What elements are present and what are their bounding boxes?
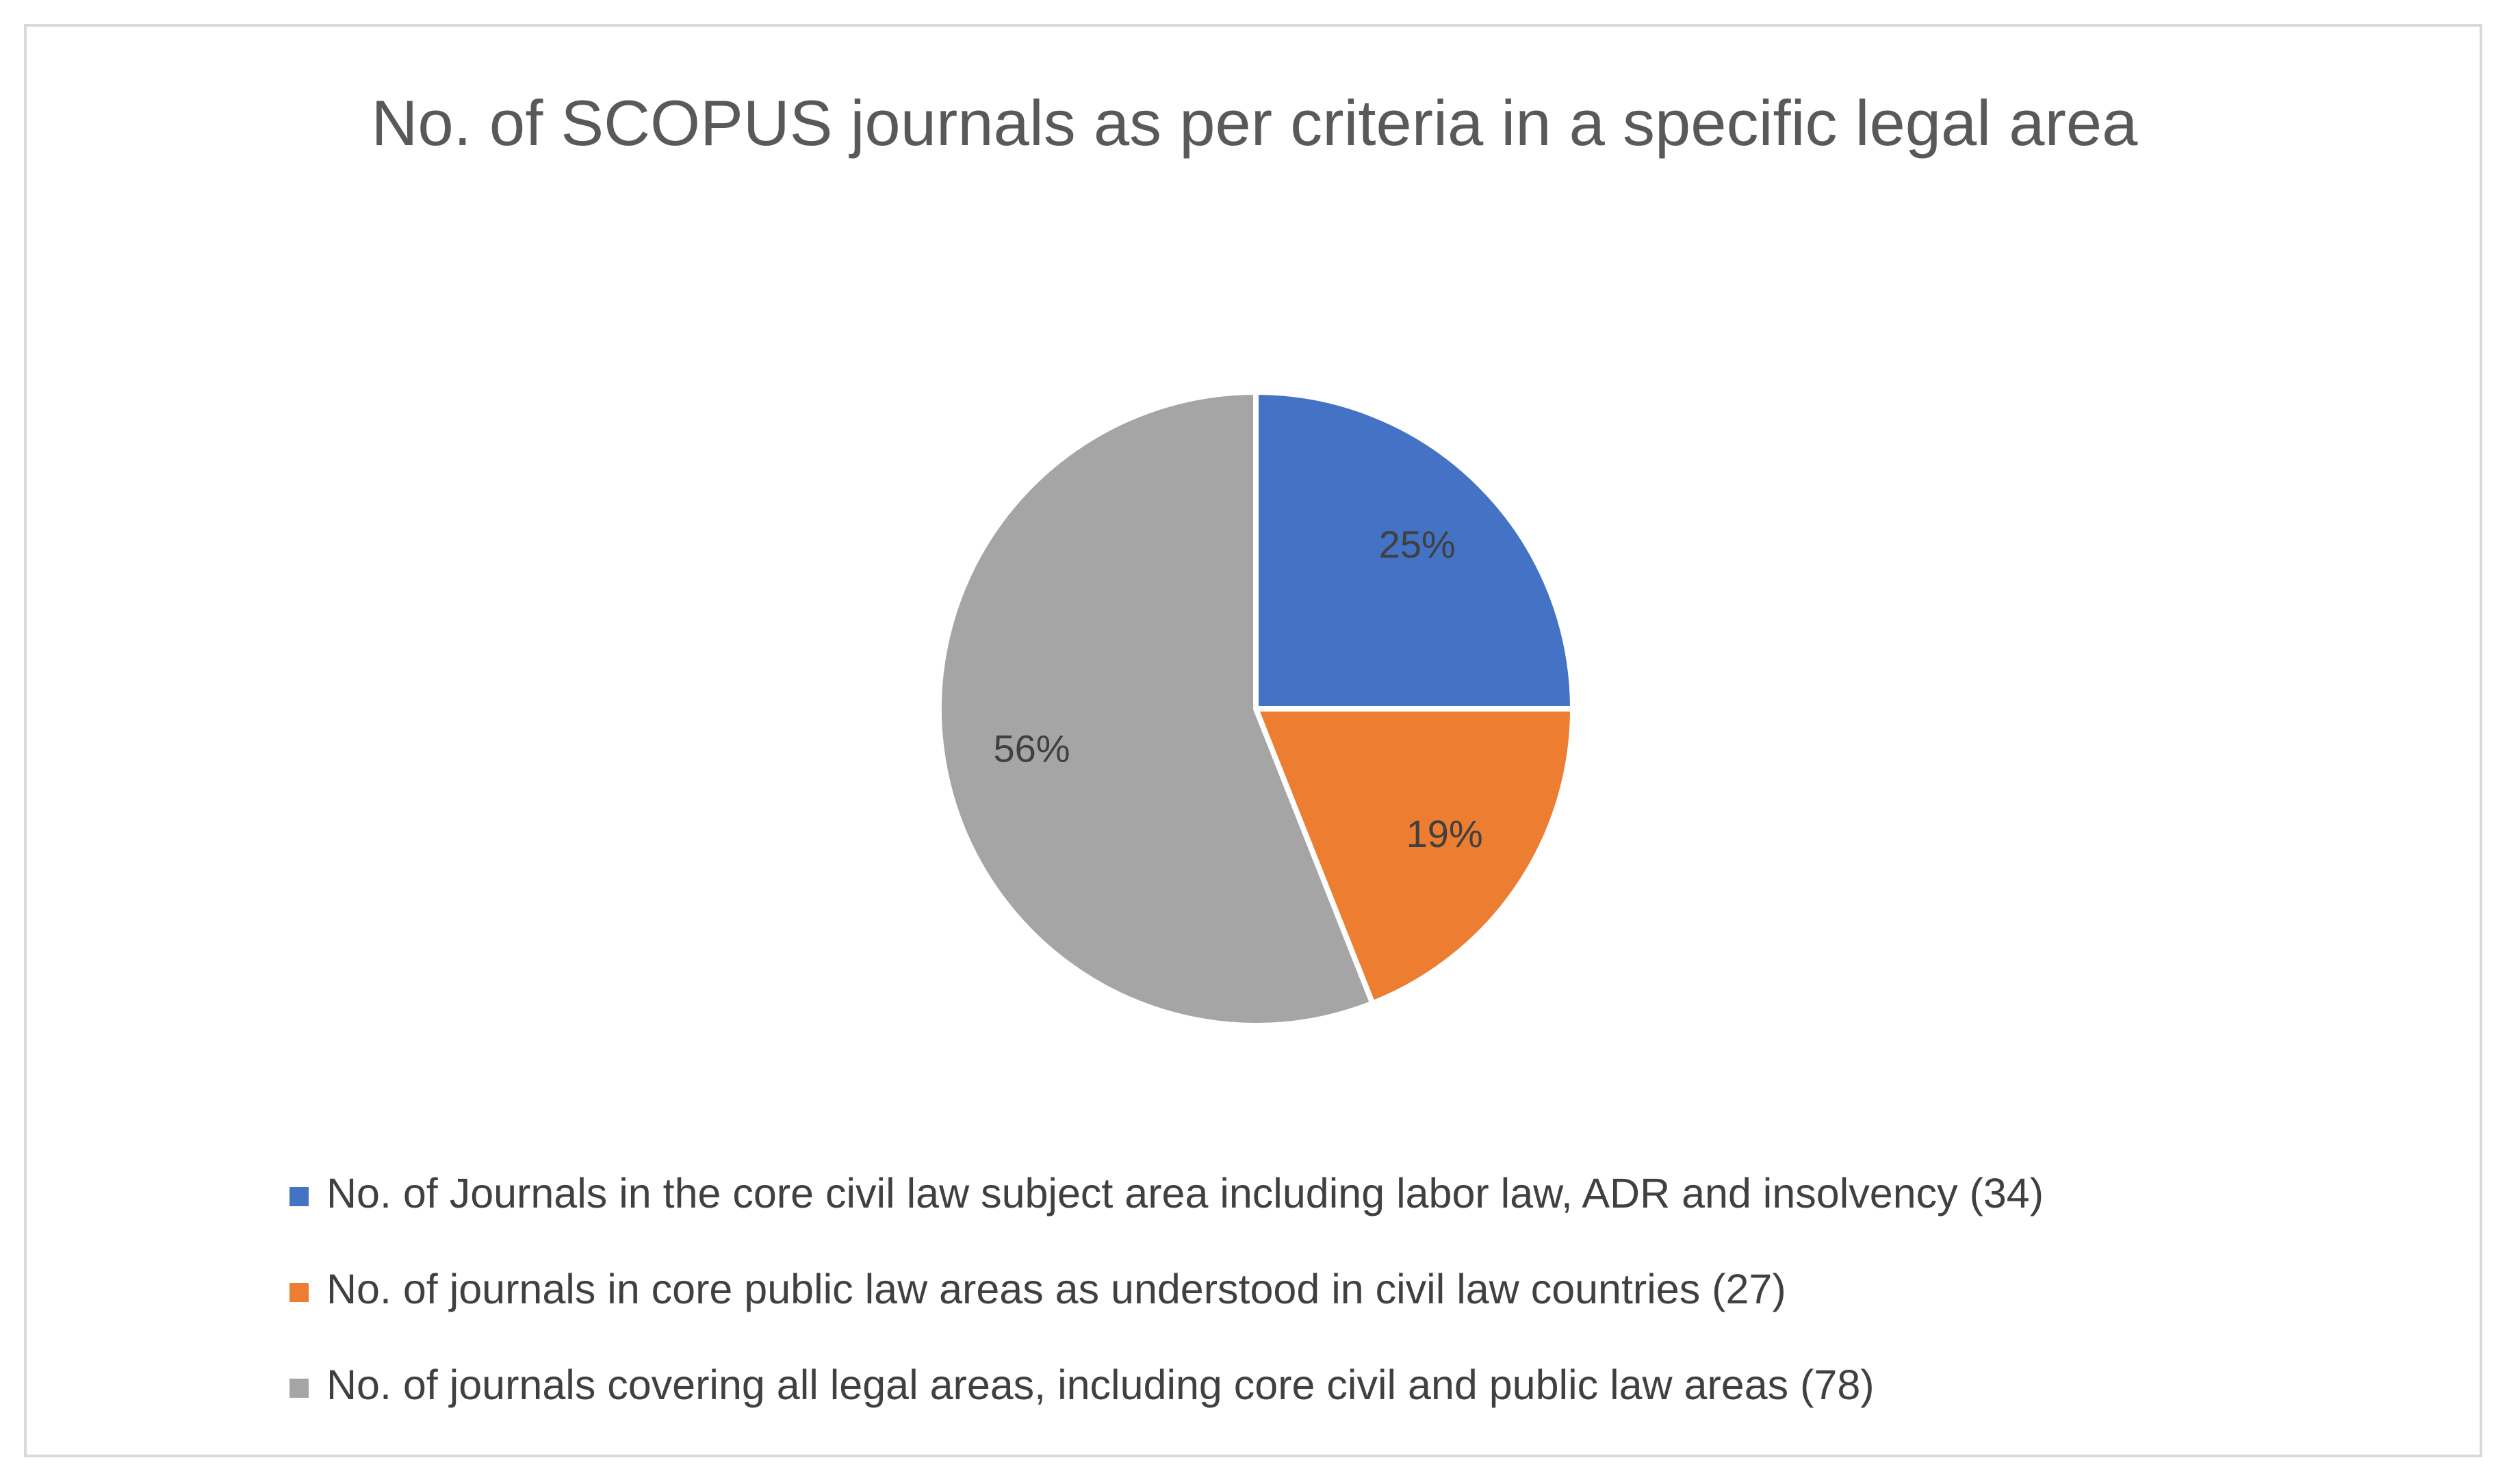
pie-slice	[1252, 706, 1576, 1007]
legend-label: No. of Journals in the core civil law su…	[326, 1170, 2044, 1216]
legend-label: No. of journals covering all legal areas…	[326, 1362, 1875, 1408]
chart-frame	[24, 24, 2482, 1457]
chart-title: No. of SCOPUS journals as per criteria i…	[371, 87, 2138, 159]
legend-label: No. of journals in core public law areas…	[326, 1266, 1786, 1312]
legend-swatch	[290, 1283, 309, 1302]
data-label: 25%	[1379, 523, 1456, 566]
data-label: 19%	[1406, 812, 1483, 855]
data-label: 56%	[993, 727, 1070, 770]
legend-swatch	[290, 1379, 309, 1398]
pie-slice	[1253, 389, 1576, 712]
legend-swatch	[290, 1187, 309, 1206]
pie-slice	[936, 389, 1376, 1028]
